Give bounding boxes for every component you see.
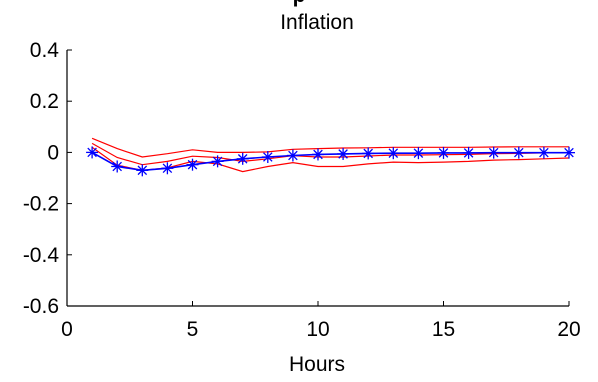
data-point-marker <box>387 147 400 160</box>
y-tick-label: 0.4 <box>30 39 60 62</box>
data-point-marker <box>261 151 274 164</box>
y-tick-label: 0.2 <box>30 90 59 113</box>
data-point-marker <box>362 147 375 160</box>
data-point-marker <box>462 146 475 159</box>
axes: 0 5 10 15 20 0.4 0.2 0 -0.2 -0.4 -0.6 <box>23 39 581 341</box>
series-line-center-band <box>91 142 569 166</box>
data-point-marker <box>286 149 299 162</box>
data-point-marker <box>211 155 224 168</box>
data-point-marker <box>437 146 450 159</box>
y-tick-label: -0.2 <box>23 193 59 216</box>
data-point-marker <box>86 146 99 159</box>
data-point-marker <box>487 146 500 159</box>
chart-title: Inflation <box>280 11 354 34</box>
data-point-marker <box>186 158 199 171</box>
x-tick-label: 0 <box>61 318 73 341</box>
data-point-marker <box>512 146 525 159</box>
clipped-figure-title: p <box>293 0 306 7</box>
x-tick-label: 20 <box>557 318 580 341</box>
x-tick-label: 5 <box>187 318 199 341</box>
y-tick-label: 0 <box>47 141 59 164</box>
data-point-marker <box>161 162 174 175</box>
x-tick-label: 15 <box>432 318 455 341</box>
y-tick-label: -0.4 <box>23 244 60 267</box>
data-point-marker <box>136 164 149 177</box>
data-point-marker <box>312 148 324 161</box>
y-tick-label: -0.6 <box>23 295 59 318</box>
series-line-upper-band <box>91 137 569 158</box>
series-line-lower-band <box>91 146 570 173</box>
data-point-marker <box>537 146 550 159</box>
data-point-marker <box>412 147 425 160</box>
data-point-marker <box>111 160 124 173</box>
data-point-marker <box>236 152 249 165</box>
series-layer <box>86 137 575 177</box>
data-point-marker <box>337 147 350 160</box>
x-axis-label: Hours <box>289 353 345 376</box>
data-point-marker <box>563 146 575 159</box>
x-tick-label: 10 <box>306 318 329 341</box>
